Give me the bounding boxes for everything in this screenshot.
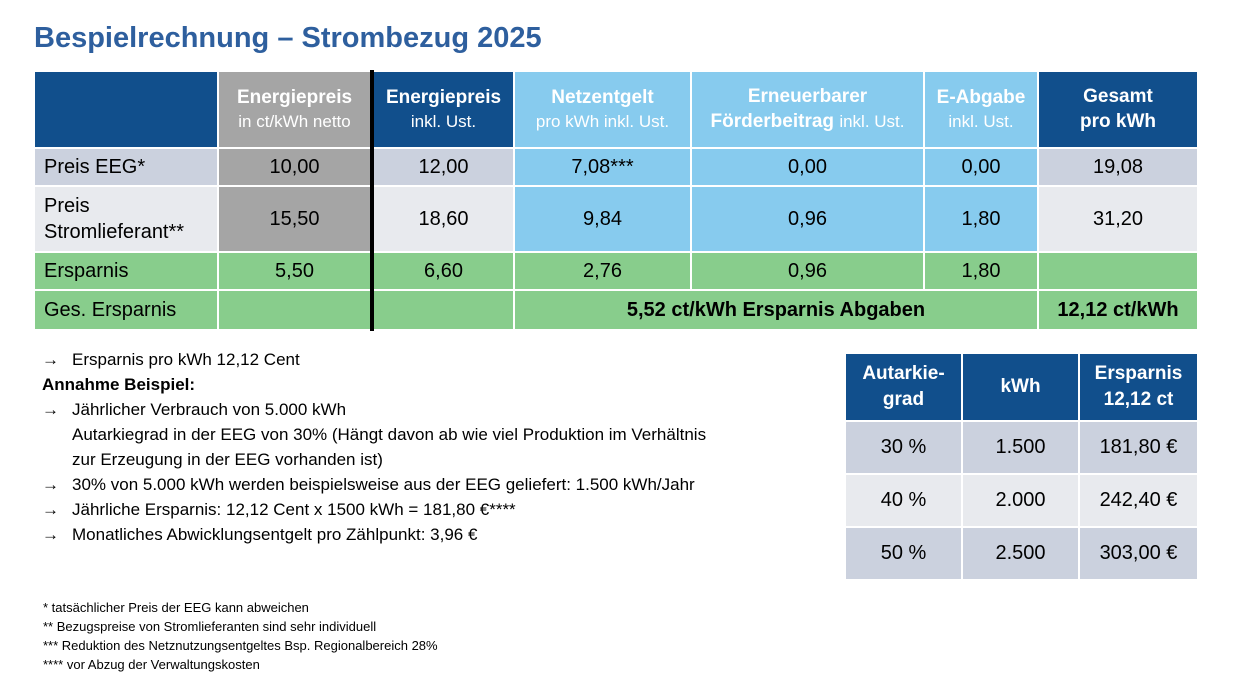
- arrow-right-icon: →: [42, 500, 59, 519]
- list-item-continuation: Autarkiegrad in der EEG von 30% (Hängt d…: [72, 425, 707, 444]
- footnote: * tatsächlicher Preis der EEG kann abwei…: [43, 600, 309, 615]
- table-row: 50 % 2.500 303,00 €: [844, 526, 1199, 581]
- table-cell: 2,76: [513, 251, 692, 291]
- table-cell: 9,84: [513, 185, 692, 253]
- table-cell: 31,20: [1037, 185, 1199, 253]
- table-row-ges-ersparnis: Ges. Ersparnis 5,52 ct/kWh Ersparnis Abg…: [33, 289, 1199, 331]
- header-row: Energiepreis in ct/kWh netto Energieprei…: [33, 70, 1199, 149]
- list-item: → Jährliche Ersparnis: 12,12 Cent x 1500 …: [42, 497, 706, 522]
- table-cell-empty: [217, 289, 373, 331]
- list-item-continuation: zur Erzeugung in der EEG vorhanden ist): [72, 450, 383, 469]
- row-label: Preis Stromlieferant**: [33, 185, 219, 253]
- table-cell: [1037, 251, 1199, 291]
- total-savings-cell: 12,12 ct/kWh: [1037, 289, 1199, 331]
- footnote: **** vor Abzug der Verwaltungskosten: [43, 657, 260, 672]
- table-row: 30 % 1.500 181,80 €: [844, 420, 1199, 475]
- table-cell: 5,50: [217, 251, 373, 291]
- table-cell: 1,80: [923, 251, 1039, 291]
- footnotes: * tatsächlicher Preis der EEG kann abwei…: [43, 598, 438, 674]
- table-cell-empty: [370, 289, 515, 331]
- table-cell: 30 %: [844, 420, 963, 475]
- header-e-abgabe: E-Abgabe inkl. Ust.: [923, 70, 1039, 149]
- table-cell: 242,40 €: [1078, 473, 1199, 528]
- table-cell: 19,08: [1037, 147, 1199, 187]
- header-gesamt: Gesamt pro kWh: [1037, 70, 1199, 149]
- table-cell: 2.500: [961, 526, 1080, 581]
- header-empty: [33, 70, 219, 149]
- list-item: → Ersparnis pro kWh 12,12 Cent: [42, 347, 706, 372]
- list-item: → Monatliches Abwicklungsentgelt pro Zähl…: [42, 522, 706, 547]
- table-cell: 2.000: [961, 473, 1080, 528]
- page-title: Bespielrechnung – Strombezug 2025: [34, 22, 542, 54]
- arrow-right-icon: →: [42, 475, 59, 494]
- header-row: Autarkie-grad kWh Ersparnis 12,12 ct: [844, 352, 1199, 422]
- notes-block: → Ersparnis pro kWh 12,12 Cent Annahme Be…: [42, 347, 706, 547]
- table-row-ersparnis: Ersparnis 5,50 6,60 2,76 0,96 1,80: [33, 251, 1199, 291]
- arrow-right-icon: →: [42, 350, 59, 369]
- table-cell: 40 %: [844, 473, 963, 528]
- table-cell: 1.500: [961, 420, 1080, 475]
- table-cell: 50 %: [844, 526, 963, 581]
- table-cell: 7,08***: [513, 147, 692, 187]
- table-cell: 0,96: [690, 251, 925, 291]
- header-kwh: kWh: [961, 352, 1080, 422]
- autarkie-table: Autarkie-grad kWh Ersparnis 12,12 ct 30 %…: [844, 352, 1199, 581]
- table-cell: 0,96: [690, 185, 925, 253]
- price-comparison-table: Energiepreis in ct/kWh netto Energieprei…: [33, 70, 1199, 331]
- table-cell: 303,00 €: [1078, 526, 1199, 581]
- list-item: → 30% von 5.000 kWh werden beispielsweise…: [42, 472, 706, 497]
- footnote: ** Bezugspreise von Stromlieferanten sin…: [43, 619, 377, 634]
- arrow-right-icon: →: [42, 400, 59, 419]
- assumption-heading: Annahme Beispiel:: [42, 375, 196, 394]
- table-row-preis-eeg: Preis EEG* 10,00 12,00 7,08*** 0,00 0,00…: [33, 147, 1199, 187]
- list-item: → Jährlicher Verbrauch von 5.000 kWh: [42, 397, 706, 422]
- table-row-preis-stromlieferant: Preis Stromlieferant** 15,50 18,60 9,84 …: [33, 185, 1199, 253]
- header-energiepreis-netto: Energiepreis in ct/kWh netto: [217, 70, 373, 149]
- table-cell: 181,80 €: [1078, 420, 1199, 475]
- row-label: Preis EEG*: [33, 147, 219, 187]
- header-foerderbeitrag: Erneuerbarer Förderbeitrag inkl. Ust.: [690, 70, 925, 149]
- header-ersparnis: Ersparnis 12,12 ct: [1078, 352, 1199, 422]
- merged-savings-cell: 5,52 ct/kWh Ersparnis Abgaben: [513, 289, 1039, 331]
- table-cell: 0,00: [923, 147, 1039, 187]
- header-energiepreis-inkl: Energiepreis inkl. Ust.: [370, 70, 515, 149]
- table-cell: 1,80: [923, 185, 1039, 253]
- table-cell: 12,00: [370, 147, 515, 187]
- row-label: Ersparnis: [33, 251, 219, 291]
- table-cell: 10,00: [217, 147, 373, 187]
- table-row: 40 % 2.000 242,40 €: [844, 473, 1199, 528]
- row-label: Ges. Ersparnis: [33, 289, 219, 331]
- table-cell: 6,60: [370, 251, 515, 291]
- header-autarkiegrad: Autarkie-grad: [844, 352, 963, 422]
- table-cell: 18,60: [370, 185, 515, 253]
- table-cell: 15,50: [217, 185, 373, 253]
- arrow-right-icon: →: [42, 525, 59, 544]
- table-cell: 0,00: [690, 147, 925, 187]
- header-netzentgelt: Netzentgelt pro kWh inkl. Ust.: [513, 70, 692, 149]
- footnote: *** Reduktion des Netznutzungsentgeltes …: [43, 638, 438, 653]
